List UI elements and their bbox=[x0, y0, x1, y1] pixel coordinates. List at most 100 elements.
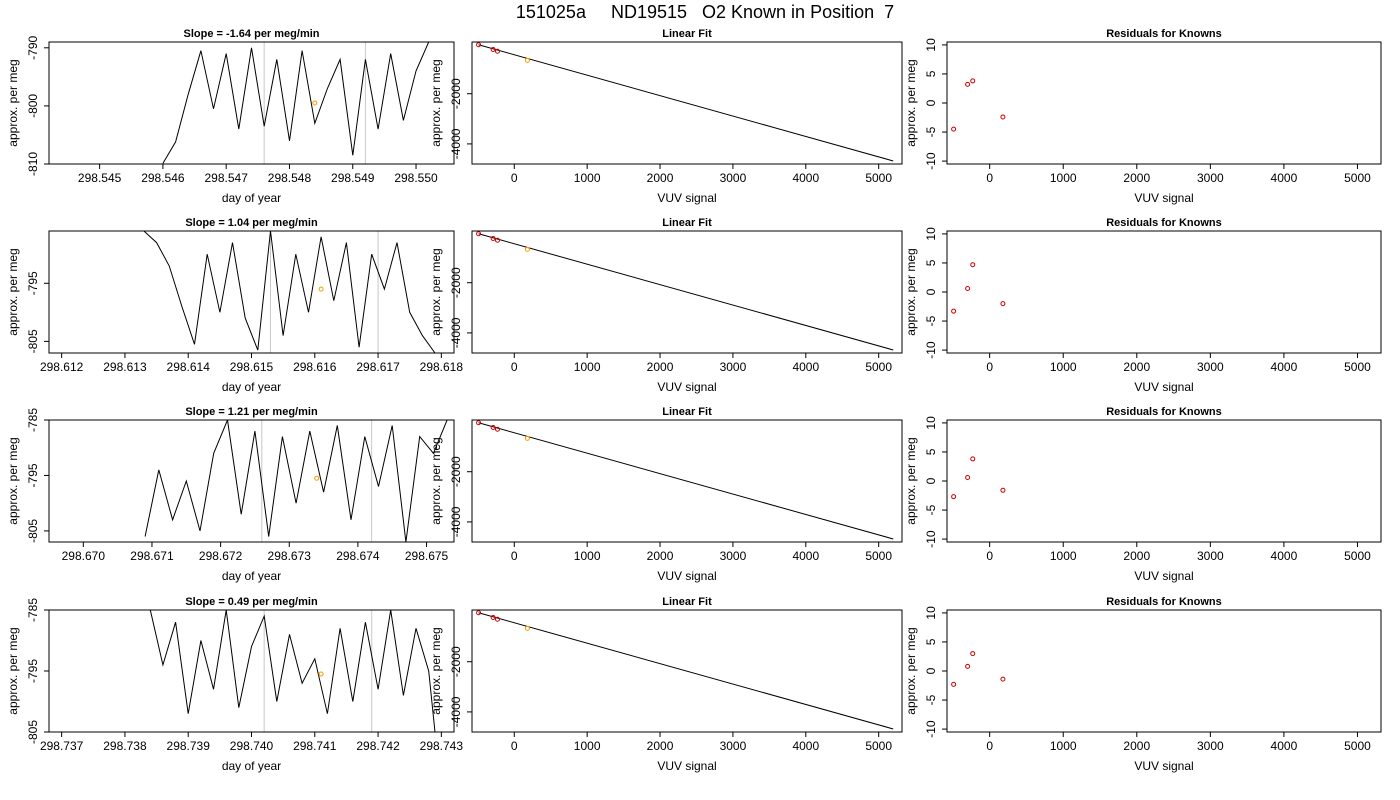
sample-point bbox=[524, 435, 530, 441]
y-axis-label: approx. per meg bbox=[904, 627, 918, 714]
x-tick-label: 298.549 bbox=[331, 171, 375, 185]
panel-residuals-1: Residuals for Knowns 0 1000 2000 3000 4000 500… bbox=[904, 28, 1382, 205]
known-point bbox=[476, 610, 482, 616]
y-axis-label: approx. per meg bbox=[904, 248, 918, 335]
x-tick-label: 3000 bbox=[720, 739, 747, 753]
x-tick-label: 1000 bbox=[574, 549, 601, 563]
x-axis-label: VUV signal bbox=[657, 191, 716, 205]
plot-area bbox=[144, 420, 448, 542]
x-tick-label: 298.743 bbox=[420, 739, 464, 753]
x-tick-label: 3000 bbox=[720, 360, 747, 374]
y-tick-label: -2000 bbox=[449, 78, 463, 109]
x-tick-label: 298.550 bbox=[394, 171, 438, 185]
panel-timeseries-2: Slope = 1.04 per meg/min 298.612 298.613 29… bbox=[6, 217, 463, 394]
y-tick-label: 0 bbox=[924, 99, 938, 106]
y-tick-label: -5 bbox=[924, 504, 938, 515]
x-tick-label: 1000 bbox=[1050, 549, 1077, 563]
x-tick-label: 2000 bbox=[647, 171, 674, 185]
y-tick-label: 10 bbox=[924, 38, 938, 52]
x-tick-label: 2000 bbox=[647, 549, 674, 563]
panel-title: Residuals for Knowns bbox=[1106, 217, 1222, 229]
y-tick-label: 0 bbox=[924, 477, 938, 484]
x-tick-label: 1000 bbox=[1050, 360, 1077, 374]
series-line bbox=[162, 42, 430, 164]
x-tick-label: 4000 bbox=[792, 171, 819, 185]
known-point bbox=[495, 237, 501, 243]
x-axis-label: VUV signal bbox=[657, 380, 716, 394]
y-tick-label: -785 bbox=[26, 408, 40, 432]
y-tick-label: -4000 bbox=[449, 506, 463, 537]
known-point bbox=[965, 81, 971, 87]
known-point bbox=[970, 456, 976, 462]
plot-frame bbox=[48, 419, 455, 543]
x-tick-label: 298.673 bbox=[268, 549, 312, 563]
panel-residuals-2: Residuals for Knowns 0 1000 2000 3000 4000 500… bbox=[904, 217, 1382, 394]
y-tick-label: 5 bbox=[924, 70, 938, 77]
plot-area bbox=[951, 262, 1006, 314]
y-tick-label: 0 bbox=[924, 288, 938, 295]
x-tick-label: 298.672 bbox=[199, 549, 243, 563]
x-tick-label: 1000 bbox=[574, 360, 601, 374]
x-tick-label: 4000 bbox=[1271, 549, 1298, 563]
y-axis-label: approx. per meg bbox=[6, 248, 20, 335]
known-point bbox=[495, 426, 501, 432]
sample-marker bbox=[318, 671, 324, 677]
y-tick-label: -800 bbox=[26, 94, 40, 118]
plot-frame bbox=[471, 609, 903, 733]
x-tick-label: 3000 bbox=[1197, 549, 1224, 563]
y-tick-label: -795 bbox=[26, 271, 40, 295]
panel-linear-fit-1: Linear Fit 0 1000 2000 3000 4000 5000 -4000 -200… bbox=[429, 28, 903, 205]
x-tick-label: 0 bbox=[511, 360, 518, 374]
y-tick-label: -2000 bbox=[449, 456, 463, 487]
panel-title: Linear Fit bbox=[662, 28, 712, 40]
y-axis-label: approx. per meg bbox=[429, 59, 443, 146]
y-tick-label: -5 bbox=[924, 694, 938, 705]
x-tick-label: 298.738 bbox=[103, 739, 147, 753]
x-tick-label: 298.613 bbox=[103, 360, 147, 374]
known-point bbox=[965, 663, 971, 669]
x-tick-label: 298.614 bbox=[167, 360, 211, 374]
plot-area bbox=[951, 651, 1006, 687]
plot-area bbox=[951, 78, 1006, 132]
known-point bbox=[476, 231, 482, 237]
x-tick-label: 2000 bbox=[1123, 739, 1150, 753]
x-tick-label: 0 bbox=[986, 739, 993, 753]
known-point bbox=[951, 494, 957, 500]
x-tick-label: 298.671 bbox=[130, 549, 174, 563]
y-tick-label: 10 bbox=[924, 227, 938, 241]
x-tick-label: 298.670 bbox=[62, 549, 106, 563]
y-tick-label: -795 bbox=[26, 659, 40, 683]
known-point bbox=[1000, 676, 1006, 682]
y-tick-label: -805 bbox=[26, 329, 40, 353]
panel-title: Linear Fit bbox=[662, 217, 712, 229]
x-tick-label: 3000 bbox=[1197, 171, 1224, 185]
y-tick-label: -4000 bbox=[449, 317, 463, 348]
x-tick-label: 4000 bbox=[1271, 360, 1298, 374]
sample-marker bbox=[314, 475, 320, 481]
known-point bbox=[965, 286, 971, 292]
x-tick-label: 298.612 bbox=[40, 360, 84, 374]
y-axis-label: approx. per meg bbox=[904, 59, 918, 146]
known-point bbox=[476, 42, 482, 48]
x-tick-label: 298.547 bbox=[204, 171, 248, 185]
fit-line bbox=[478, 612, 894, 730]
x-tick-label: 2000 bbox=[647, 360, 674, 374]
x-tick-label: 4000 bbox=[792, 360, 819, 374]
plot-area bbox=[162, 42, 430, 164]
x-tick-label: 5000 bbox=[865, 360, 892, 374]
panel-title: Linear Fit bbox=[662, 596, 712, 608]
x-tick-label: 1000 bbox=[1050, 171, 1077, 185]
known-point bbox=[490, 615, 496, 621]
known-point bbox=[1000, 487, 1006, 493]
plot-area bbox=[951, 456, 1006, 500]
x-tick-label: 0 bbox=[986, 549, 993, 563]
known-point bbox=[970, 78, 976, 84]
panel-title: Slope = 1.21 per meg/min bbox=[185, 406, 318, 418]
fit-line bbox=[478, 233, 894, 351]
x-axis-label: VUV signal bbox=[1134, 569, 1193, 583]
y-axis-label: approx. per meg bbox=[429, 627, 443, 714]
y-tick-label: -4000 bbox=[449, 696, 463, 727]
x-tick-label: 298.546 bbox=[141, 171, 185, 185]
x-tick-label: 298.548 bbox=[268, 171, 312, 185]
known-point bbox=[476, 420, 482, 426]
